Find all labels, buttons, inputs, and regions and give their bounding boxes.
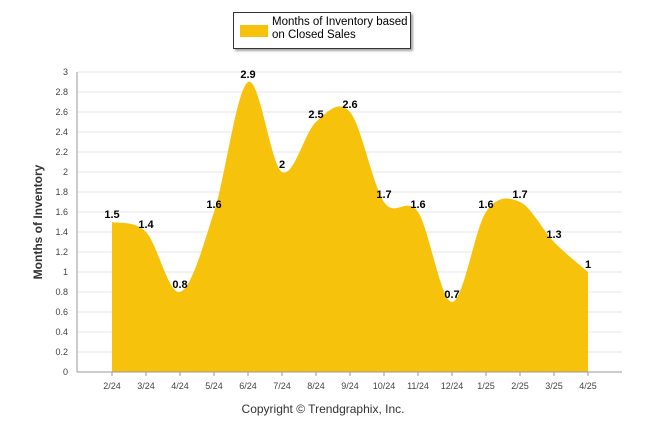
data-label: 1.3 <box>546 229 561 241</box>
y-tick-label: 1.6 <box>55 207 68 217</box>
y-tick-label: 2 <box>63 167 68 177</box>
x-tick-label: 12/24 <box>441 381 464 391</box>
data-label: 1.6 <box>478 199 493 211</box>
x-tick-label: 6/24 <box>239 381 257 391</box>
y-tick-label: 0.6 <box>55 307 68 317</box>
x-tick-label: 7/24 <box>273 381 291 391</box>
y-tick-labels: 0 0.2 0.4 0.6 0.8 1 1.2 1.4 1.6 1.8 2 2.2 2.4 2.6 2.8 3 <box>55 67 68 377</box>
y-axis-label: Months of Inventory <box>31 164 45 279</box>
data-labels: 1.5 1.4 0.8 1.6 2.9 2 2.5 2.6 1.7 1.6 0.7 1.6 1.7 1.3… <box>104 69 591 301</box>
y-tick-label: 0.8 <box>55 287 68 297</box>
y-tick-label: 2.4 <box>55 127 68 137</box>
data-label: 1.4 <box>138 219 154 231</box>
y-tick-label: 1.4 <box>55 227 68 237</box>
data-label: 1.5 <box>104 209 119 221</box>
y-tick-label: 2.8 <box>55 87 68 97</box>
copyright-text: Copyright © Trendgraphix, Inc. <box>241 402 405 416</box>
x-tick-label: 4/24 <box>171 381 189 391</box>
x-tick-label: 9/24 <box>341 381 359 391</box>
series-area <box>112 81 588 373</box>
data-label: 1.7 <box>512 189 527 201</box>
y-tick-label: 3 <box>63 67 68 77</box>
y-tick-label: 0 <box>63 367 68 377</box>
y-tick-label: 1.2 <box>55 247 68 257</box>
data-label: 2 <box>279 159 285 171</box>
y-tick-label: 2.6 <box>55 107 68 117</box>
x-tick-label: 4/25 <box>579 381 597 391</box>
x-tick-label: 2/25 <box>511 381 529 391</box>
data-label: 1.6 <box>206 199 221 211</box>
x-tick-label: 3/25 <box>545 381 563 391</box>
data-label: 1.7 <box>376 189 391 201</box>
x-tick-label: 3/24 <box>137 381 155 391</box>
data-label: 2.5 <box>308 109 323 121</box>
data-label: 0.7 <box>444 289 459 301</box>
legend: Months of Inventory based on Closed Sale… <box>233 12 411 49</box>
y-tick-label: 1.8 <box>55 187 68 197</box>
x-tick-label: 5/24 <box>205 381 223 391</box>
legend-swatch <box>240 25 268 37</box>
y-tick-label: 0.4 <box>55 327 68 337</box>
x-tick-label: 2/24 <box>103 381 121 391</box>
x-tick-label: 10/24 <box>373 381 396 391</box>
y-tick-label: 1 <box>63 267 68 277</box>
y-tick-label: 2.2 <box>55 147 68 157</box>
legend-label: Months of Inventory based on Closed Sale… <box>272 16 408 41</box>
x-tick-labels: 2/24 3/24 4/24 5/24 6/24 7/24 8/24 9/24 10/24 11/… <box>103 372 597 391</box>
data-label: 1 <box>585 259 591 271</box>
data-label: 0.8 <box>172 279 187 291</box>
data-label: 2.9 <box>240 69 255 81</box>
y-tick-label: 0.2 <box>55 347 68 357</box>
x-tick-label: 11/24 <box>407 381 429 391</box>
data-label: 2.6 <box>342 99 357 111</box>
x-tick-label: 1/25 <box>477 381 495 391</box>
x-tick-label: 8/24 <box>307 381 325 391</box>
data-label: 1.6 <box>410 199 425 211</box>
